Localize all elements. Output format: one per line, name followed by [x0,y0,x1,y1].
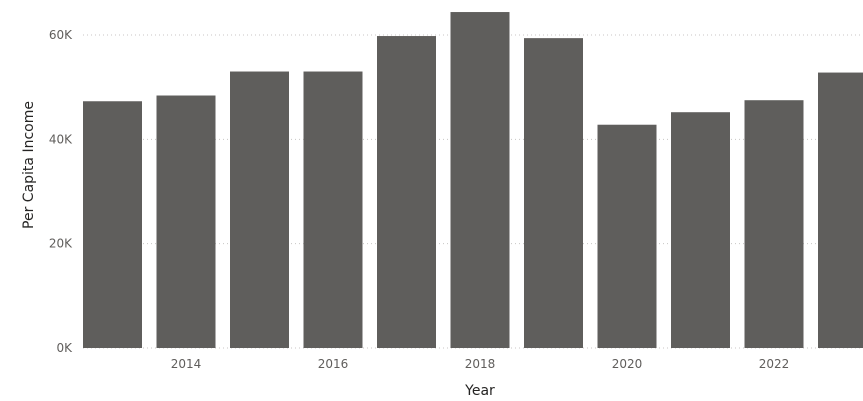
bar-2013[interactable] [83,101,142,348]
bar-2020[interactable] [597,124,657,348]
x-tick-label: 2020 [612,357,643,371]
y-tick-label: 60K [49,28,73,42]
y-tick-label: 20K [49,237,73,251]
bar-2015[interactable] [230,71,289,349]
y-axis-ticks: 0K 20K 40K 60K [49,28,73,355]
bar-2023[interactable] [818,72,863,348]
x-tick-label: 2018 [465,357,496,371]
y-tick-label: 40K [49,132,73,146]
x-tick-label: 2022 [759,357,790,371]
x-tick-label: 2014 [171,357,202,371]
bars [83,12,863,349]
bar-2018[interactable] [450,12,510,349]
x-tick-label: 2016 [318,357,349,371]
bar-2016[interactable] [303,71,363,349]
bar-2014[interactable] [156,95,216,348]
bar-2017[interactable] [377,36,436,348]
x-axis-ticks: 2014 2016 2018 2020 2022 [171,357,790,371]
bar-2022[interactable] [744,100,804,348]
y-tick-label: 0K [56,341,73,355]
bar-2019[interactable] [524,38,583,348]
bar-2021[interactable] [671,112,730,348]
x-axis-title: Year [464,383,495,399]
y-axis-title: Per Capita Income [21,101,37,229]
